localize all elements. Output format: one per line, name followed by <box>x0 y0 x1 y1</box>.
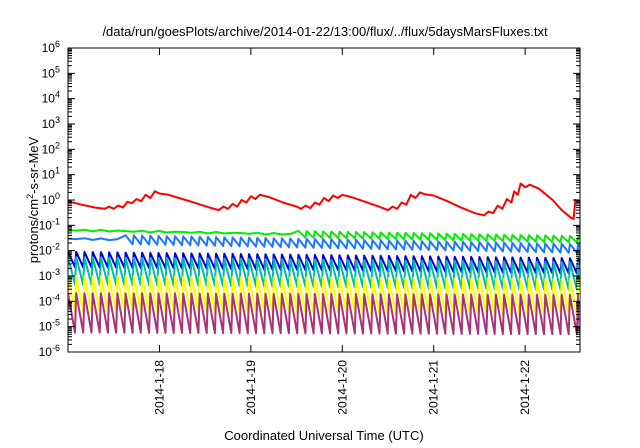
y-tick-label: 103 <box>42 115 60 131</box>
series-layer <box>68 182 580 336</box>
y-tick-label: 10-2 <box>39 242 60 258</box>
x-tick-label: 2014-1-20 <box>335 360 349 415</box>
chart-title: /data/run/goesPlots/archive/2014-01-22/1… <box>102 24 548 39</box>
x-tick-label: 2014-1-19 <box>244 360 258 415</box>
y-tick-label: 10-5 <box>39 318 60 334</box>
y-tick-label: 10-1 <box>39 216 60 232</box>
y-axis-label-main: protons/cm <box>26 199 41 263</box>
y-axis: 10-6 10-5 10-4 10-3 10-2 10-1 100 101 102 103 104 1… <box>39 39 580 359</box>
y-tick-label: 10-3 <box>39 267 60 283</box>
y-tick-label: 101 <box>42 166 60 182</box>
series-line-2 <box>68 228 580 244</box>
y-tick-label: 100 <box>42 191 60 207</box>
y-axis-label-sup: 2 <box>25 194 35 199</box>
x-tick-label: 2014-1-21 <box>427 360 441 415</box>
series-line-5 <box>68 256 580 291</box>
x-tick-label: 2014-1-22 <box>518 360 532 415</box>
series-line-4 <box>68 250 580 275</box>
series-line-6 <box>68 275 580 316</box>
y-tick-label: 10-4 <box>39 292 60 308</box>
y-tick-label: 104 <box>42 90 60 106</box>
x-axis: 2014-1-18 2014-1-19 2014-1-20 2014-1-21 2014… <box>152 48 532 415</box>
series-line-3 <box>68 234 580 254</box>
y-axis-label: protons/cm2-s-sr-MeV <box>25 136 41 263</box>
x-axis-label: Coordinated Universal Time (UTC) <box>224 428 423 443</box>
series-line-1 <box>68 182 580 220</box>
y-tick-label: 105 <box>42 64 60 80</box>
y-tick-label: 106 <box>42 39 60 55</box>
y-axis-label-rest: -s-sr-MeV <box>26 136 41 193</box>
y-tick-label: 10-6 <box>39 343 60 359</box>
series-line-7 <box>68 292 580 336</box>
x-tick-label: 2014-1-18 <box>152 360 166 415</box>
y-tick-label: 102 <box>42 140 60 156</box>
